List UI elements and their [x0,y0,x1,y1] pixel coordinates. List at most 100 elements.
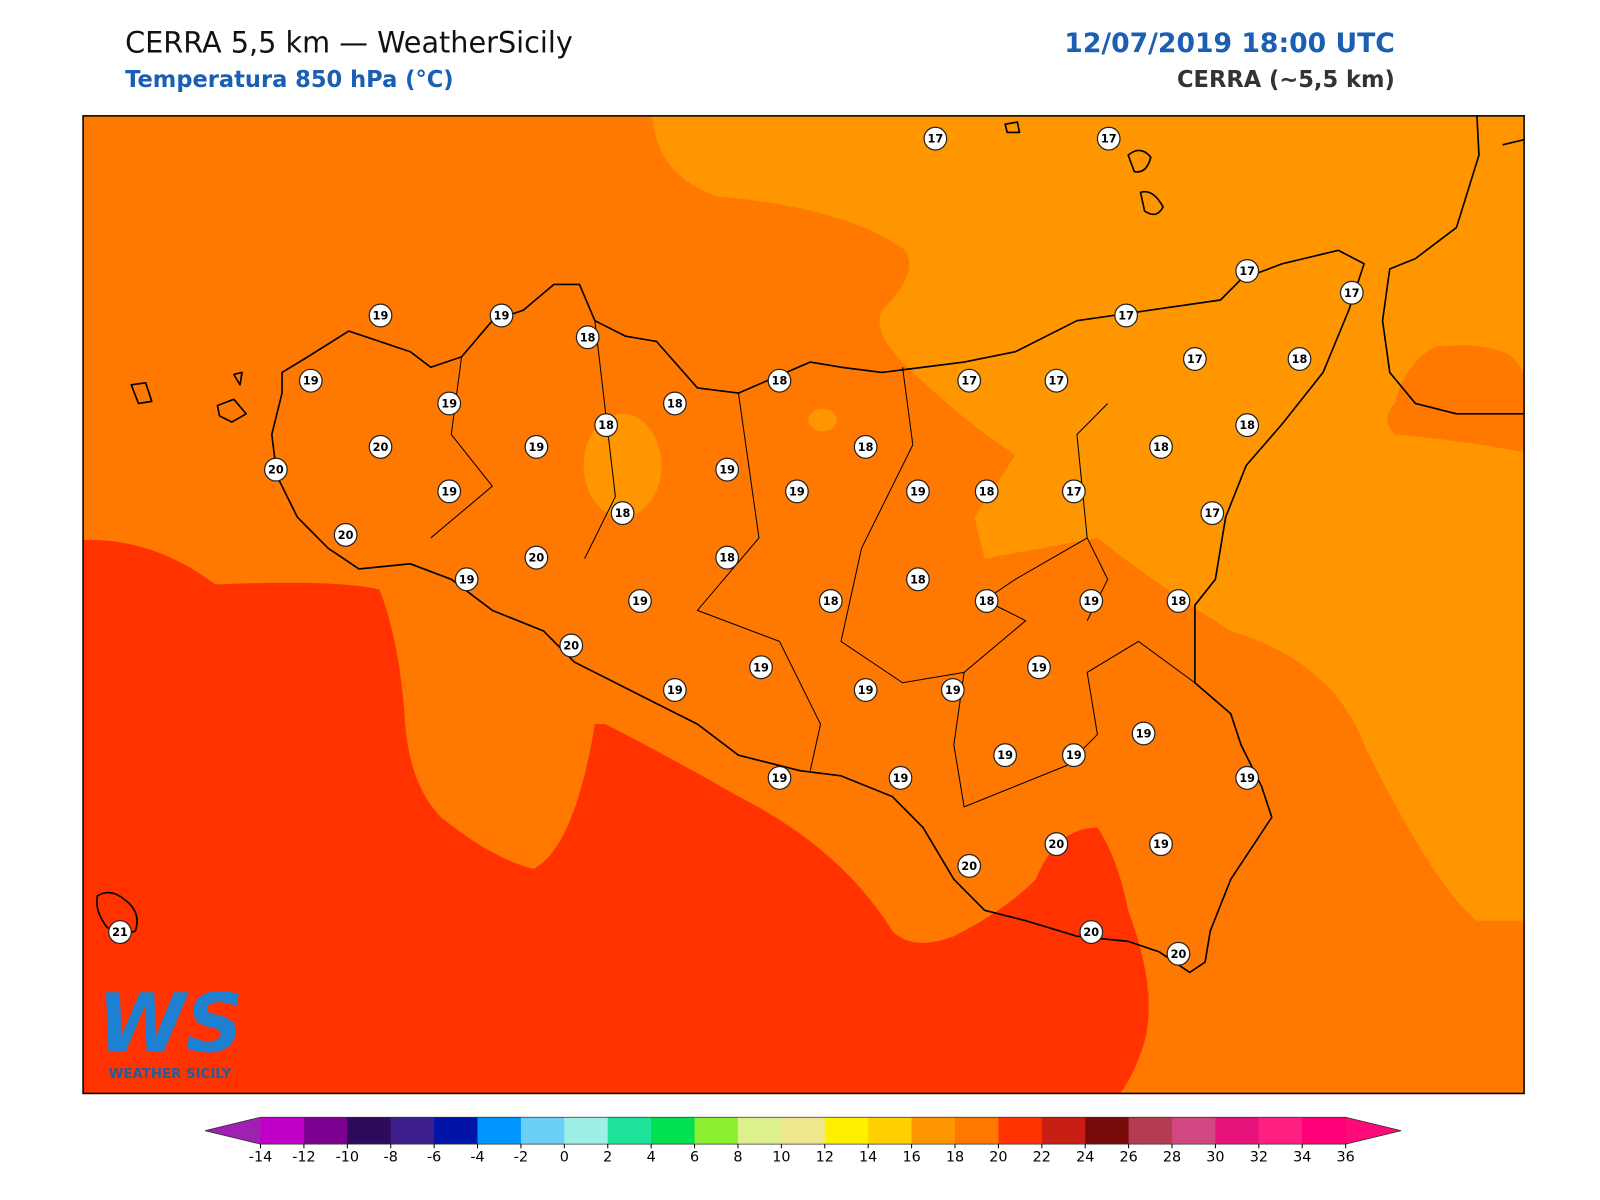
station-marker [1149,832,1173,857]
station-value: 19 [632,594,648,608]
station-marker [594,413,619,438]
colorbar-tick-label: 16 [902,1150,920,1166]
station-marker [559,633,584,658]
station-marker [1114,303,1139,328]
station-marker [1166,589,1191,614]
colorbar-bin [1041,1117,1086,1145]
station-value: 21 [112,925,128,939]
station-value: 18 [979,594,995,608]
station-marker [1027,655,1051,680]
station-value: 18 [823,594,839,608]
station-marker [749,655,773,680]
station-marker [1235,259,1260,284]
station-value: 18 [858,440,874,454]
station-marker [662,391,687,416]
station-value: 20 [373,440,389,454]
station-value: 19 [441,484,457,498]
colorbar-tick-label: 26 [1119,1150,1137,1166]
colorbar-bin [434,1117,479,1145]
colorbar-tick-label: -8 [384,1150,398,1166]
station-marker [1235,413,1260,438]
station-marker [628,589,652,614]
station-value: 17 [1239,264,1255,278]
station-value: 17 [961,374,977,388]
station-value: 17 [1066,484,1082,498]
field [583,413,662,518]
colorbar-bin [1172,1117,1216,1145]
station-value: 19 [441,396,457,410]
station-marker [263,457,288,482]
coastline [1502,138,1525,146]
station-marker [1235,765,1260,790]
station-marker [940,678,965,702]
colorbar-tick-label: -4 [470,1150,484,1166]
station-marker [906,567,930,592]
station-value: 17 [1118,309,1134,323]
colorbar-bin [868,1117,913,1145]
station-marker [993,743,1018,768]
station-marker [1044,368,1069,393]
station-value: 18 [580,330,596,344]
colorbar-extend [205,1117,261,1145]
station-value: 18 [615,506,631,520]
station-value: 19 [1239,771,1255,785]
model: CERRA (~5,5 km) [1177,67,1395,93]
colorbar-tick-label: 14 [859,1150,877,1166]
station-marker [524,545,549,570]
colorbar-bin [477,1117,522,1145]
station-value: 18 [1153,440,1169,454]
colorbar-bin [1258,1117,1303,1145]
station-marker [368,303,393,328]
colorbar-tick-label: -12 [292,1150,315,1166]
island [130,371,247,423]
colorbar-tick-label: 24 [1076,1150,1094,1166]
colorbar: -14 -12 -10 -8 -6 -4 -2 0 2 4 6 8 10 12 14 16 18 20 22 24 26… [205,1116,1402,1166]
station-marker [957,853,982,878]
colorbar-bin [390,1117,435,1145]
station-value: 19 [719,463,735,477]
station-marker [662,678,687,702]
station-marker [454,567,479,592]
station-value: 17 [1344,286,1360,300]
colorbar-bin [954,1117,999,1145]
colorbar-tick-label: 32 [1250,1150,1268,1166]
colorbar-tick-label: 10 [772,1150,790,1166]
station-marker [715,545,740,570]
station-marker [715,457,740,482]
colorbar-bin [303,1117,348,1145]
station-marker [767,368,792,393]
colorbar-bin [737,1117,782,1145]
station-value: 17 [1204,506,1220,520]
station-value: 20 [529,551,545,565]
station-value: 18 [598,418,614,432]
station-marker [1079,589,1104,614]
station-marker [437,479,462,504]
logo-name: WEATHER SICILY [109,1067,232,1082]
station-value: 19 [529,440,545,454]
colorbar-tick-label: 34 [1293,1150,1311,1166]
field [1387,345,1525,453]
station-value: 19 [893,771,909,785]
colorbar-bin [781,1117,826,1145]
station-value: 20 [961,859,977,873]
station-value: 19 [373,309,389,323]
station-value: 19 [772,771,788,785]
colorbar-tick-label: 18 [946,1150,964,1166]
logo-mark: WS [97,976,243,1070]
station-marker [906,479,930,504]
station-value: 18 [772,374,788,388]
station-marker [1079,920,1104,945]
station-marker [957,368,982,393]
station-marker [974,479,999,504]
colorbar-tick-label: 12 [816,1150,834,1166]
station-value: 19 [789,484,805,498]
island [96,891,138,935]
station-value: 18 [719,551,735,565]
station-marker [1182,346,1207,371]
subtitle: Temperatura 850 hPa (°C) [125,67,454,93]
colorbar-bin [911,1117,956,1145]
station-value: 18 [667,396,683,410]
station-value: 20 [563,639,579,653]
